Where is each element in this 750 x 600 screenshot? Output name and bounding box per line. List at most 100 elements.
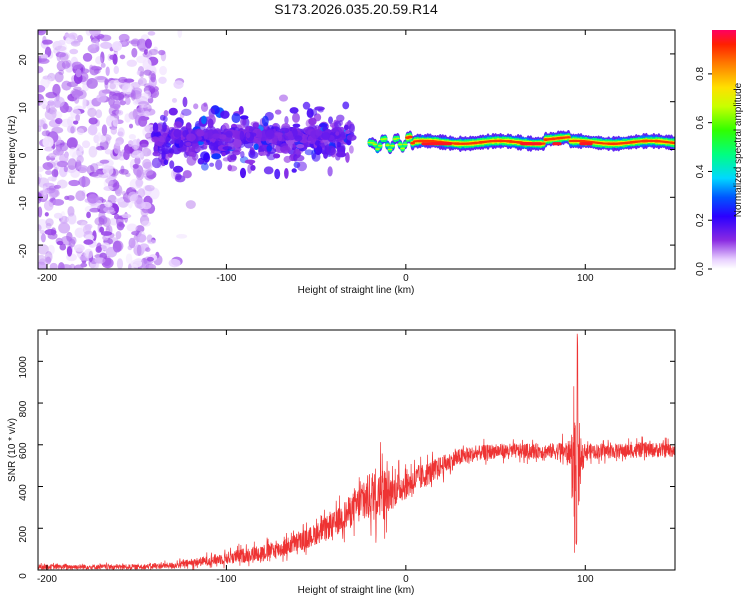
spectrogram-blob-536 [53,184,61,189]
spectrogram-blob-1077 [157,135,168,143]
spectrogram-blob-623 [123,94,130,99]
spectrogram-blob-493 [38,30,47,36]
spectrogram-blob-384 [71,61,83,70]
spectrogram-blob-1151 [172,165,184,173]
spectrogram-y-label: Frequency (Hz) [7,116,18,185]
spectrogram-blob-589 [143,69,152,76]
spectrogram-blob-614 [85,223,93,230]
spectrogram-blob-171 [39,229,45,235]
spectrogram-blob-321 [104,78,109,86]
spectrogram-blob-818 [236,124,246,130]
spectrogram-blob-402 [131,150,144,159]
spectrogram-blob-1364 [245,131,251,139]
spectrogram-blob-618 [102,255,112,267]
spectrogram-y-tick-label-4: -20 [18,243,29,258]
spectrogram-x-ticks: -200 -100 0 100 [37,30,594,284]
spectrogram-blob-1355 [294,135,303,142]
spectrogram-blob-905 [215,159,223,171]
spectrogram-blob-1136 [248,149,256,159]
spectrogram-blob-1861 [375,148,380,151]
spectrogram-blob-854 [239,115,249,120]
spectrogram-blob-633 [41,130,50,137]
spectrogram-blob-1143 [306,108,314,119]
spectrogram-blob-414 [114,188,121,195]
spectrogram-blob-55 [38,244,49,255]
spectrogram-blob-417 [82,97,87,110]
spectrogram-blob-1865 [385,144,390,147]
spectrogram-blob-241 [100,51,105,64]
spectrogram-blob-340 [100,41,112,49]
spectrogram-blob-306 [115,230,122,240]
spectrogram-blob-1360 [218,134,227,140]
spectrogram-blob-1860 [372,143,378,146]
spectrogram-blob-152 [128,134,136,140]
colorbar-gradient [712,30,736,269]
spectrogram-blob-115 [76,219,88,226]
colorbar-tick-label-3: 0.6 [695,115,706,129]
spectrogram-blob-602 [121,82,128,94]
spectrogram-blob-148 [68,179,80,187]
spectrogram-blob-1037 [274,168,281,180]
spectrogram-blob-352 [44,109,57,121]
spectrogram-blob-269 [95,109,103,119]
spectrogram-blob-473 [149,187,160,200]
spectrogram-blob-533 [139,143,149,149]
spectrogram-blob-1366 [321,131,331,140]
spectrogram-blob-592 [91,38,99,48]
snr-frame [37,329,676,571]
spectrogram-blob-305 [38,85,46,93]
spectrogram-blob-264 [58,222,71,234]
spectrogram-blob-389 [104,149,113,155]
spectrogram-blob-1335 [239,130,245,141]
spectrogram-blob-625 [141,201,152,210]
spectrogram-blob-327 [61,80,72,91]
spectrogram-blob-1927 [540,142,546,145]
spectrogram-blob-1871 [400,147,406,150]
spectrogram-blob-628 [88,145,98,158]
spectrogram-blob-222 [87,107,97,118]
spectrogram-blob-483 [59,52,69,62]
spectrogram-blob-629 [131,139,140,150]
spectrogram-blob-1079 [173,121,183,129]
spectrogram-blob-571 [89,30,101,37]
spectrogram-blob-1135 [192,143,199,150]
spectrogram-y-tick-label-3: -10 [18,196,29,211]
spectrogram-blob-639 [136,244,142,256]
spectrogram-blob-1368 [212,133,221,139]
spectrogram-blob-1992 [447,142,453,146]
spectrogram-blob-1142 [200,151,210,161]
spectrogram-blob-596 [69,146,77,158]
snr-x-label: Height of straight line (km) [298,585,415,596]
spectrogram-blob-612 [45,91,57,99]
spectrogram-blob-361 [81,175,86,188]
spectrogram-blob-475 [38,231,42,242]
spectrogram-blob-590 [47,76,52,85]
spectrogram-blob-1367 [196,129,205,137]
spectrogram-blob-366 [111,41,123,52]
spectrogram-blob-458 [107,194,117,205]
spectrogram-blob-349 [92,66,102,71]
spectrogram-blob-449 [119,54,126,60]
spectrogram-blob-1862 [377,144,383,147]
spectrogram-blob-531 [136,233,147,243]
snr-y-tick-label-1: 200 [18,525,29,542]
spectrogram-blob-954 [200,102,209,112]
spectrogram-blob-1864 [382,138,388,140]
spectrogram-blob-275 [130,81,141,89]
spectrogram-blob-545 [69,127,77,133]
spectrogram-blob-542 [153,46,158,52]
spectrogram-blob-89 [57,42,68,54]
spectrogram-blob-566 [39,98,48,109]
spectrogram-blob-15 [126,59,138,67]
spectrogram-blob-174 [38,218,48,230]
spectrogram-blob-343 [146,170,157,180]
spectrogram-blob-307 [142,158,152,170]
spectrogram-blob-611 [89,207,101,213]
spectrogram-blob-1874 [407,135,413,139]
spectrogram-blob-1004 [284,167,289,179]
spectrogram-blob-740 [181,108,192,116]
spectrogram-blob-485 [87,43,100,54]
spectrogram-blob-342 [50,227,57,236]
spectrogram-blob-549 [124,113,132,123]
